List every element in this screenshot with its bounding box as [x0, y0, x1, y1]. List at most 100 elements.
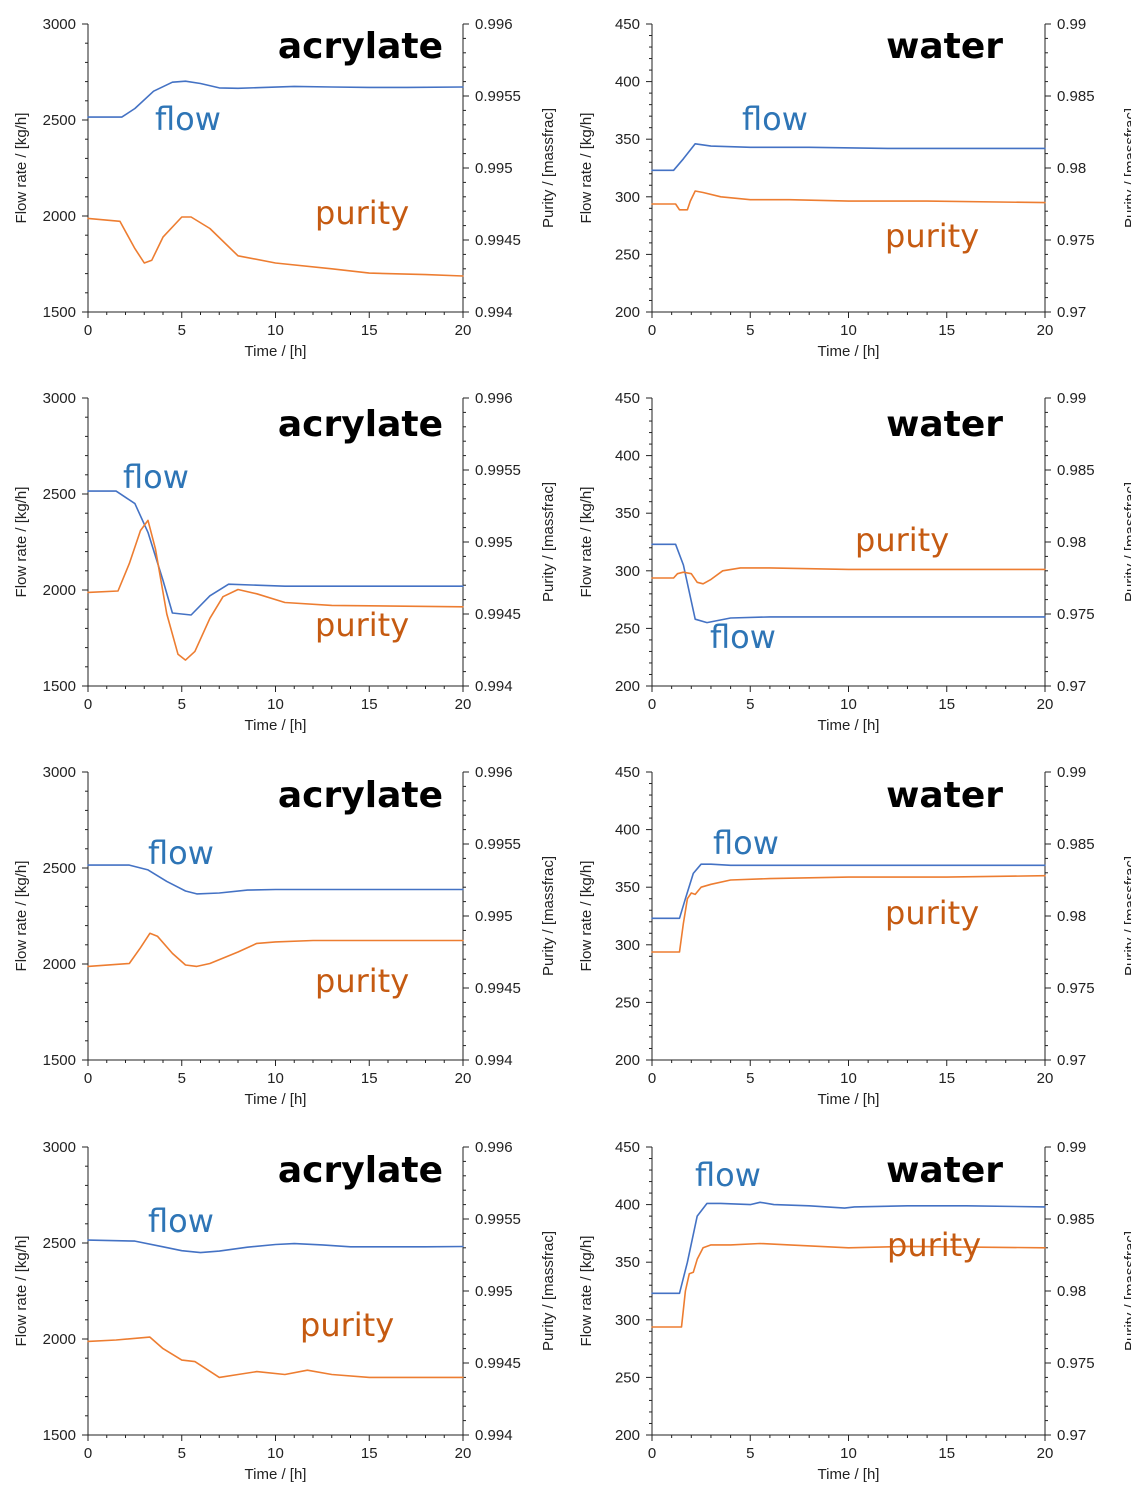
y2-tick-label: 0.985: [1057, 462, 1095, 479]
y-axis-title: Flow rate / [kg/h]: [578, 487, 595, 598]
y-tick-label: 250: [615, 246, 640, 263]
series-label-flow: flow: [148, 834, 214, 872]
series-line-purity: [651, 567, 1046, 585]
y2-tick-label: 0.996: [475, 1139, 513, 1156]
y2-tick-label: 0.975: [1057, 232, 1095, 249]
y-tick-label: 3000: [43, 390, 76, 407]
y2-tick-label: 0.9945: [475, 980, 521, 997]
x-tick-label: 20: [1037, 1445, 1054, 1462]
x-tick-label: 5: [178, 322, 186, 339]
series-label-purity: purity: [300, 1306, 394, 1344]
y-tick-label: 400: [615, 448, 640, 465]
y-tick-label: 250: [615, 994, 640, 1011]
series-line-flow: [87, 1239, 464, 1254]
series-label-purity: purity: [315, 606, 409, 644]
y2-tick-label: 0.99: [1057, 1139, 1086, 1156]
y2-tick-label: 0.994: [475, 304, 513, 321]
x-tick-label: 15: [938, 322, 955, 339]
y2-tick-label: 0.994: [475, 678, 513, 695]
y2-tick-label: 0.994: [475, 1427, 513, 1444]
x-tick-label: 10: [840, 696, 857, 713]
y-axis-title: Flow rate / [kg/h]: [578, 1236, 595, 1347]
y-tick-label: 450: [615, 390, 640, 407]
series-line-flow: [651, 1201, 1046, 1295]
x-axis-title: Time / [h]: [245, 1466, 307, 1483]
y2-tick-label: 0.97: [1057, 1052, 1086, 1069]
y-axis-title: Flow rate / [kg/h]: [578, 861, 595, 972]
x-tick-label: 5: [746, 322, 754, 339]
y2-axis-title: Purity / [massfrac]: [1122, 108, 1131, 228]
series-line-purity: [651, 874, 1046, 953]
x-tick-label: 20: [1037, 322, 1054, 339]
y2-tick-label: 0.97: [1057, 304, 1086, 321]
y2-tick-label: 0.9945: [475, 232, 521, 249]
panel-title: acrylate: [278, 26, 443, 67]
x-tick-label: 20: [1037, 696, 1054, 713]
y2-tick-label: 0.996: [475, 390, 513, 407]
y2-tick-label: 0.9945: [475, 1355, 521, 1372]
y2-tick-label: 0.98: [1057, 160, 1086, 177]
x-tick-label: 15: [361, 696, 378, 713]
y2-axis-title: Purity / [massfrac]: [1122, 856, 1131, 976]
series-label-purity: purity: [855, 521, 949, 559]
series-label-flow: flow: [713, 824, 779, 862]
y-tick-label: 2000: [43, 956, 76, 973]
x-tick-label: 0: [648, 322, 656, 339]
y2-tick-label: 0.995: [475, 908, 513, 925]
y-tick-label: 2000: [43, 1331, 76, 1348]
series-label-purity: purity: [887, 1226, 981, 1264]
y2-axis-title: Purity / [massfrac]: [1122, 482, 1131, 602]
series-label-purity: purity: [885, 217, 979, 255]
y2-tick-label: 0.975: [1057, 980, 1095, 997]
y-tick-label: 300: [615, 189, 640, 206]
y-tick-label: 250: [615, 620, 640, 637]
y2-tick-label: 0.996: [475, 764, 513, 781]
series-label-flow: flow: [695, 1156, 761, 1194]
x-tick-label: 0: [84, 1445, 92, 1462]
x-tick-label: 0: [84, 322, 92, 339]
y-tick-label: 2500: [43, 1235, 76, 1252]
y-tick-label: 400: [615, 822, 640, 839]
y-tick-label: 2000: [43, 582, 76, 599]
panel-title: acrylate: [278, 404, 443, 445]
series-line-flow: [651, 543, 1046, 624]
x-axis-title: Time / [h]: [818, 1466, 880, 1483]
x-tick-label: 5: [746, 1070, 754, 1087]
y2-tick-label: 0.97: [1057, 1427, 1086, 1444]
x-tick-label: 5: [178, 1070, 186, 1087]
y2-tick-label: 0.994: [475, 1052, 513, 1069]
series-line-purity: [87, 932, 464, 968]
y-tick-label: 400: [615, 74, 640, 91]
series-label-flow: flow: [123, 458, 189, 496]
y2-tick-label: 0.985: [1057, 88, 1095, 105]
x-tick-label: 10: [840, 1070, 857, 1087]
y-tick-label: 450: [615, 764, 640, 781]
x-tick-label: 15: [938, 1445, 955, 1462]
y2-axis-title: Purity / [massfrac]: [540, 482, 557, 602]
y-tick-label: 2500: [43, 860, 76, 877]
y-tick-label: 200: [615, 304, 640, 321]
y-axis-title: Flow rate / [kg/h]: [13, 113, 30, 224]
x-tick-label: 20: [455, 322, 472, 339]
panel-title: acrylate: [278, 775, 443, 816]
x-tick-label: 5: [746, 696, 754, 713]
y2-tick-label: 0.985: [1057, 1211, 1095, 1228]
y2-tick-label: 0.996: [475, 16, 513, 33]
y2-tick-label: 0.995: [475, 534, 513, 551]
panel-title: water: [886, 404, 1003, 445]
y2-tick-label: 0.98: [1057, 908, 1086, 925]
x-tick-label: 0: [648, 1445, 656, 1462]
x-tick-label: 10: [267, 322, 284, 339]
x-tick-label: 10: [267, 1445, 284, 1462]
x-tick-label: 15: [938, 696, 955, 713]
panel-title: water: [886, 775, 1003, 816]
y2-tick-label: 0.985: [1057, 836, 1095, 853]
y-tick-label: 400: [615, 1197, 640, 1214]
y-tick-label: 3000: [43, 764, 76, 781]
y-tick-label: 350: [615, 131, 640, 148]
x-tick-label: 10: [267, 1070, 284, 1087]
series-label-flow: flow: [148, 1202, 214, 1240]
y2-tick-label: 0.99: [1057, 16, 1086, 33]
y-axis-title: Flow rate / [kg/h]: [13, 1236, 30, 1347]
